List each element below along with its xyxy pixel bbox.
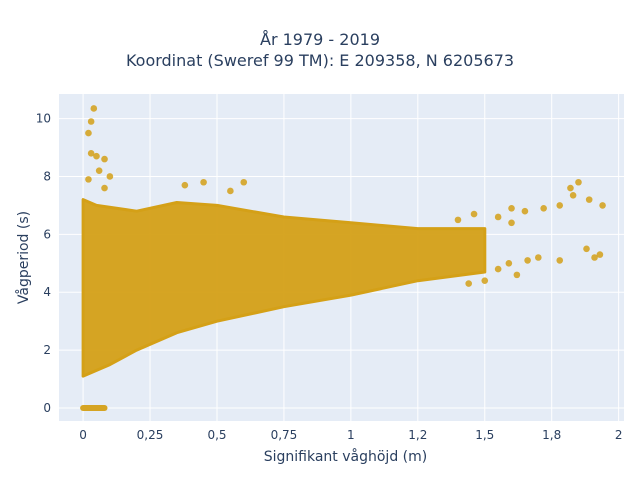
data-point-1 [87, 118, 95, 125]
data-point-35 [513, 271, 521, 279]
data-point-25 [454, 216, 462, 224]
data-point-30 [556, 257, 564, 264]
x-tick-label-7: 1,8 [542, 428, 561, 442]
x-tick-label-1: 0,25 [137, 428, 164, 442]
y-tick-label-0: 0 [43, 401, 51, 415]
x-tick-label-8: 2 [615, 428, 623, 442]
data-point-4 [93, 152, 100, 160]
x-axis-title: Signifikant våghöjd (m) [264, 448, 427, 465]
data-point-7 [106, 173, 114, 180]
data-point-17 [556, 202, 564, 209]
data-point-20 [569, 191, 577, 199]
data-point-36 [481, 277, 489, 284]
data-point-33 [591, 254, 598, 261]
data-point-5 [101, 155, 108, 163]
chart-title-line-1: År 1979 - 2019 [260, 30, 380, 49]
data-point-0 [90, 105, 98, 112]
data-point-28 [524, 257, 531, 264]
x-tick-label-0: 0 [79, 428, 87, 442]
y-tick-label-3: 6 [43, 227, 51, 241]
data-point-26 [470, 210, 478, 218]
data-point-6 [95, 167, 103, 174]
y-tick-label-4: 8 [43, 169, 51, 183]
x-tick-label-2: 0,5 [207, 428, 226, 442]
data-point-14 [508, 205, 515, 212]
data-point-37 [465, 280, 472, 287]
data-point-31 [583, 245, 590, 253]
data-point-23 [494, 213, 502, 221]
y-tick-label-5: 10 [36, 112, 51, 126]
data-point-3 [87, 150, 95, 157]
data-point-32 [596, 251, 604, 258]
data-point-29 [535, 254, 542, 261]
x-tick-label-6: 1,5 [475, 428, 494, 442]
y-tick-label-2: 4 [43, 285, 51, 299]
data-point-34 [494, 265, 502, 273]
data-point-11 [240, 178, 248, 186]
data-point-12 [181, 181, 189, 189]
data-point-24 [508, 219, 515, 227]
data-point-27 [505, 259, 513, 267]
y-tick-label-1: 2 [43, 343, 51, 357]
data-point-22 [599, 202, 606, 209]
data-point-10 [200, 178, 207, 186]
chart-title-line-2: Koordinat (Sweref 99 TM): E 209358, N 62… [125, 51, 515, 70]
data-point-15 [521, 207, 529, 215]
zero-period-points [80, 404, 108, 411]
data-point-13 [227, 187, 234, 195]
data-point-19 [575, 178, 582, 186]
data-point-18 [567, 184, 574, 192]
data-point-16 [540, 205, 547, 212]
dense-points-region [81, 198, 487, 378]
data-point-2 [85, 129, 92, 137]
data-point-9 [101, 184, 108, 192]
x-tick-label-5: 1,2 [408, 428, 427, 442]
x-tick-label-3: 0,75 [271, 428, 298, 442]
data-point-21 [585, 196, 593, 203]
data-point-8 [85, 176, 92, 183]
x-tick-label-4: 1 [347, 428, 355, 442]
y-axis-title: Vågperiod (s) [15, 211, 32, 304]
